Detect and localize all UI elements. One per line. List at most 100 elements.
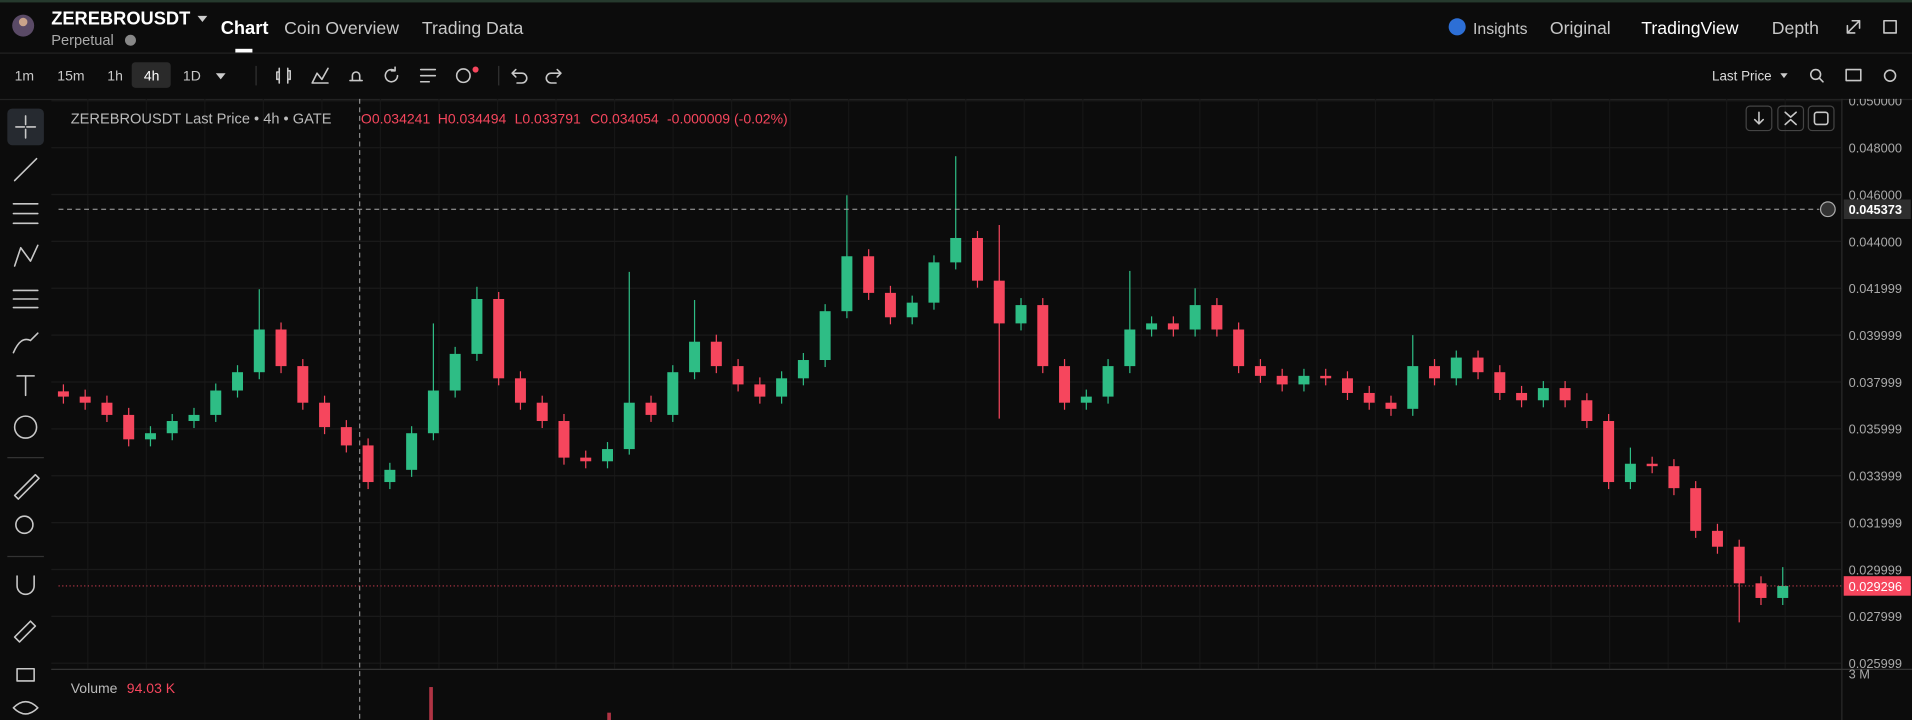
nav-tab[interactable]: Trading Data: [422, 18, 524, 38]
candle-body: [1690, 488, 1702, 531]
ohlc-value: H0.034494: [438, 110, 507, 126]
brush-tool[interactable]: [12, 332, 39, 354]
collapse-icon[interactable]: [1846, 19, 1861, 34]
text-tool[interactable]: [16, 375, 35, 397]
candle-body: [275, 329, 287, 367]
active-interval-bg: [131, 62, 171, 88]
fib-tool[interactable]: [12, 203, 39, 225]
candle-body: [123, 414, 135, 440]
y-tick-label: 0.046000: [1849, 187, 1902, 202]
price-source-dropdown[interactable]: [1780, 73, 1788, 79]
collapse-button[interactable]: [1777, 105, 1805, 132]
view-option[interactable]: Insights: [1473, 21, 1528, 38]
candle-body: [406, 433, 418, 470]
magnet-tool[interactable]: [16, 575, 35, 596]
replay-icon[interactable]: [384, 66, 399, 83]
candle-body: [1385, 402, 1397, 409]
interval-button[interactable]: 4h: [144, 68, 160, 84]
candle-body: [797, 360, 809, 379]
symbol[interactable]: ZEREBROUSDT: [51, 7, 190, 28]
zoom-tool[interactable]: [15, 515, 34, 535]
candle-body: [1668, 466, 1680, 489]
candle-body: [993, 280, 1005, 324]
y-tick-label: 0.048000: [1849, 141, 1902, 156]
redo-icon[interactable]: [545, 68, 562, 84]
candle-body: [57, 391, 69, 397]
interval-button[interactable]: 15m: [57, 68, 84, 84]
candle-body: [514, 378, 526, 403]
snapshot-icon[interactable]: [1845, 68, 1862, 82]
indicator-icon[interactable]: [311, 67, 329, 84]
candle-body: [1102, 366, 1114, 397]
trendline-tool[interactable]: [13, 157, 38, 182]
settings-icon[interactable]: [1883, 69, 1897, 82]
ohlc-value: O0.034241: [361, 110, 431, 126]
last-price-box: [1843, 576, 1911, 596]
candle-body: [689, 341, 701, 373]
candle-body: [1233, 329, 1245, 367]
view-option[interactable]: TradingView: [1641, 18, 1738, 38]
y-tick-label: 0.044000: [1849, 234, 1902, 249]
ruler-tool[interactable]: [13, 473, 40, 500]
interval-button[interactable]: 1m: [15, 68, 34, 84]
window-icon[interactable]: [1883, 19, 1897, 34]
view-option[interactable]: Depth: [1772, 18, 1819, 38]
y-tick-label: 0.025999: [1849, 656, 1902, 671]
template-icon[interactable]: [419, 68, 437, 83]
nav-tab[interactable]: Chart: [221, 17, 269, 38]
candle-body: [1646, 463, 1658, 467]
lock-tool[interactable]: [16, 667, 35, 682]
y-tick-label: 0.035999: [1849, 422, 1902, 437]
visibility-tool[interactable]: [12, 700, 39, 715]
view-option[interactable]: Original: [1550, 18, 1611, 38]
candle-body: [623, 402, 635, 450]
candle-body: [449, 353, 461, 391]
candle-body: [1341, 378, 1353, 393]
contract-type: Perpetual: [51, 33, 114, 49]
price-source[interactable]: Last Price: [1712, 69, 1772, 84]
active-tab-underline: [235, 48, 253, 53]
candle-body: [732, 366, 744, 385]
undo-icon[interactable]: [511, 68, 528, 84]
ohlc-value: L0.033791: [515, 110, 581, 126]
candle-body: [884, 292, 896, 318]
interval-button[interactable]: 1h: [107, 68, 123, 84]
ohlc-value: C0.034054: [590, 110, 659, 126]
collapse-icon: [1784, 111, 1797, 126]
volume-label: Volume: [71, 680, 118, 696]
interval-dropdown[interactable]: [215, 73, 226, 80]
candle-body: [906, 302, 918, 318]
candle-body: [558, 421, 570, 458]
candle-body: [1624, 463, 1636, 483]
search-icon[interactable]: [1809, 68, 1824, 83]
nav-tab[interactable]: Coin Overview: [284, 18, 399, 38]
projection-tool[interactable]: [12, 289, 39, 309]
reset-button[interactable]: [1807, 105, 1835, 132]
candle-body: [1472, 357, 1484, 373]
candle-body: [667, 372, 679, 415]
y-tick-label: 0.033999: [1849, 469, 1902, 484]
candle-body: [362, 445, 374, 483]
candle-body: [210, 390, 222, 415]
candle-body: [1407, 366, 1419, 409]
pattern-tool[interactable]: [13, 244, 39, 267]
insights-icon[interactable]: [1448, 18, 1466, 36]
candle-body: [841, 256, 853, 312]
candle-body: [1080, 396, 1092, 403]
lock-drawing-tool[interactable]: [13, 620, 37, 643]
candle-body: [1298, 375, 1310, 385]
add-icon[interactable]: [455, 68, 471, 84]
candle-body: [1450, 357, 1462, 379]
emoji-tool[interactable]: [13, 415, 38, 439]
symbol-dropdown[interactable]: [197, 15, 208, 22]
add-alert-icon[interactable]: [1819, 201, 1836, 218]
candle-body: [101, 402, 113, 415]
volume-axis-label: 3 M: [1849, 667, 1870, 682]
alert-icon[interactable]: [349, 71, 363, 82]
info-icon[interactable]: [124, 34, 136, 46]
crosshair-tool[interactable]: [15, 115, 37, 139]
candle-type-icon[interactable]: [276, 67, 292, 84]
interval-button[interactable]: 1D: [183, 68, 201, 84]
scroll-button[interactable]: [1745, 105, 1773, 132]
